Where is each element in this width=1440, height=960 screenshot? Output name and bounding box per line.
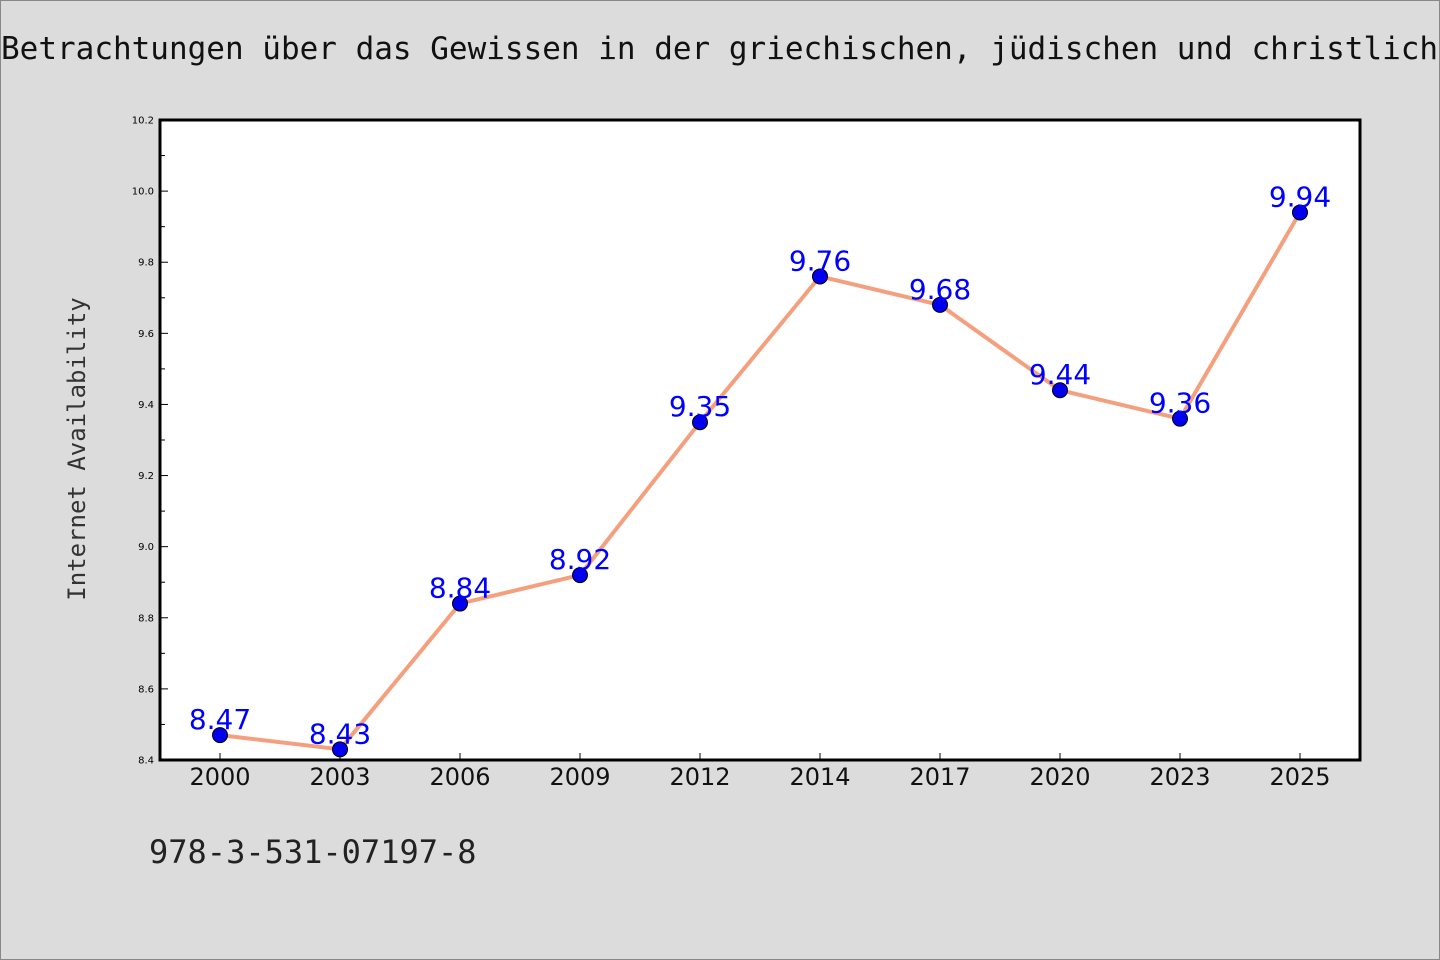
- data-point: [692, 414, 708, 431]
- y-tick-label: 8.6: [138, 684, 154, 695]
- y-tick-label: 9.4: [138, 400, 154, 411]
- data-label: 8.43: [309, 717, 371, 750]
- data-point: [1172, 410, 1188, 427]
- y-tick-label: 9.6: [138, 329, 154, 340]
- y-tick-label: 9.0: [138, 542, 154, 553]
- data-point: [332, 741, 348, 758]
- data-point: [572, 567, 588, 584]
- x-tick-label: 2017: [909, 763, 970, 791]
- x-tick-label: 2000: [189, 763, 250, 791]
- y-tick-label: 8.4: [138, 756, 154, 767]
- data-point: [1292, 204, 1308, 221]
- plot-frame: [158, 118, 1362, 762]
- x-tick-label: 2009: [549, 763, 610, 791]
- data-label: 9.94: [1269, 180, 1331, 213]
- y-tick-label: 9.8: [138, 258, 154, 269]
- data-label: 9.35: [669, 390, 731, 423]
- data-labels: 8.47 8.43 8.84 8.92 9.35 9.76 9.68 9.44 9.36 9.94: [189, 180, 1331, 750]
- data-point: [1052, 382, 1068, 399]
- x-tick-label: 2012: [669, 763, 730, 791]
- data-label: 8.92: [549, 543, 611, 576]
- data-point: [812, 268, 828, 285]
- data-label: 9.36: [1149, 387, 1211, 420]
- x-tick-label: 2006: [429, 763, 490, 791]
- data-label: 8.84: [429, 572, 491, 605]
- y-tick-label: 10.0: [132, 187, 154, 198]
- x-tick-label: 2020: [1029, 763, 1090, 791]
- x-tick-label: 2003: [309, 763, 370, 791]
- isbn-text: 978-3-531-07197-8: [149, 833, 477, 871]
- x-tick-label: 2014: [789, 763, 850, 791]
- data-label: 9.44: [1029, 358, 1091, 391]
- series-points: [212, 204, 1308, 758]
- x-tick-label: 2023: [1149, 763, 1210, 791]
- data-point: [932, 296, 948, 313]
- data-point: [452, 595, 468, 612]
- series-line: [218, 210, 1302, 752]
- x-tick-label: 2025: [1269, 763, 1330, 791]
- chart-title: Betrachtungen über das Gewissen in der g…: [1, 31, 1440, 67]
- data-label: 9.68: [909, 273, 971, 306]
- y-tick-label: 9.2: [138, 471, 154, 482]
- y-tick-label: 10.2: [132, 116, 154, 127]
- x-axis: 2000 2003 2006 2009 2012 2014 2017 2020 2023 2025: [189, 753, 1331, 791]
- data-point: [212, 727, 228, 744]
- data-label: 8.47: [189, 703, 251, 736]
- y-tick-label: 8.8: [138, 613, 154, 624]
- plot-area: [160, 120, 1360, 760]
- data-label: 9.76: [789, 244, 851, 277]
